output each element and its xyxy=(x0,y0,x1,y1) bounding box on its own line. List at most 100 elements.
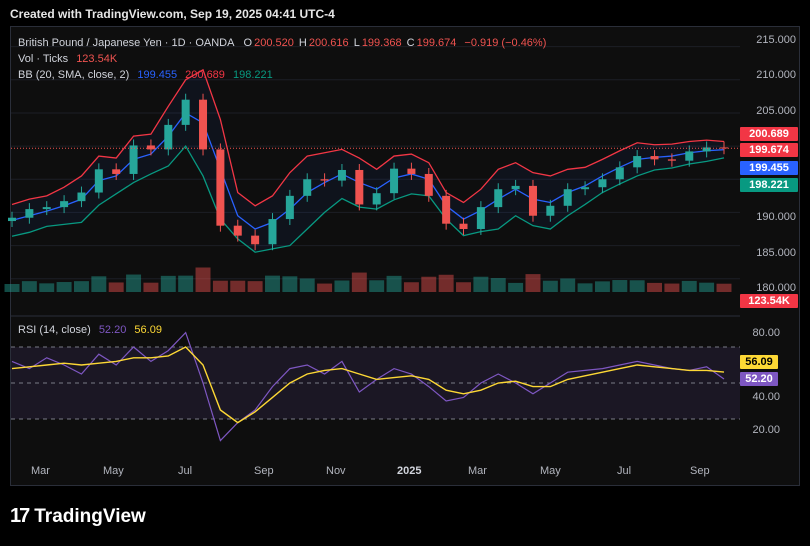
candle-body xyxy=(685,151,694,161)
time-axis-tick: Sep xyxy=(690,465,710,477)
volume-bar xyxy=(681,280,697,292)
legend-bb-lower: 198.221 xyxy=(232,69,273,81)
header-caption: Created with TradingView.com, Sep 19, 20… xyxy=(10,7,335,21)
rsi-axis-tick: 40.00 xyxy=(752,391,780,403)
legend-ohlc: British Pound / Japanese Yen · 1D · OAND… xyxy=(18,37,548,49)
legend-rsi-label: RSI (14, close) xyxy=(18,324,91,336)
volume-bar xyxy=(369,280,385,292)
candle-body xyxy=(476,207,485,229)
volume-bar xyxy=(21,281,37,292)
volume-bar xyxy=(160,275,176,292)
candle-body xyxy=(146,145,155,150)
badge-rsi-value: 52.20 xyxy=(740,372,778,386)
time-axis-tick: May xyxy=(103,465,124,477)
volume-bar xyxy=(594,281,610,292)
volume-bar xyxy=(282,276,298,292)
tradingview-logo-text: TradingView xyxy=(34,505,146,527)
bb-upper-line xyxy=(11,68,725,207)
badge-bb-lower: 198.221 xyxy=(740,178,798,192)
volume-bar xyxy=(265,275,280,292)
candle-body xyxy=(216,149,225,226)
candle-body xyxy=(181,99,190,125)
candle-body xyxy=(60,201,69,208)
volume-bar xyxy=(351,272,367,292)
rsi-ma-line xyxy=(11,346,725,424)
candle-body xyxy=(615,167,624,180)
candle-body xyxy=(42,207,51,210)
volume-bar xyxy=(56,282,72,292)
volume-bar xyxy=(629,280,645,292)
price-axis-tick: 210.000 xyxy=(756,69,796,81)
volume-bar xyxy=(230,280,246,292)
legend-close-label: C xyxy=(406,37,415,49)
volume-bar xyxy=(247,281,263,292)
candle-body xyxy=(164,124,173,150)
volume-bar xyxy=(525,274,541,292)
bb-layer xyxy=(11,68,725,253)
candle-body xyxy=(667,159,676,161)
candle-body xyxy=(77,192,86,202)
legend-rsi-value: 52.20 xyxy=(98,324,127,336)
volume-bar xyxy=(438,274,454,292)
tradingview-logo-icon: 17 xyxy=(10,505,30,527)
volume-bar xyxy=(560,278,576,292)
time-axis-tick: Jul xyxy=(178,465,193,477)
volume-bar xyxy=(716,283,732,292)
candle-body xyxy=(581,187,590,190)
candle-body xyxy=(8,217,16,222)
volume-bar xyxy=(334,280,350,292)
tradingview-logo[interactable]: 17 TradingView xyxy=(10,505,146,528)
candle-body xyxy=(320,179,329,181)
legend-bb-basis: 199.455 xyxy=(137,69,178,81)
volume-bar xyxy=(39,283,55,292)
volume-bar xyxy=(577,283,593,292)
price-axis-tick: 180.000 xyxy=(756,282,796,294)
chart-frame[interactable] xyxy=(10,26,800,486)
volume-bar xyxy=(542,280,558,292)
legend-rsi-ma: 56.09 xyxy=(134,324,162,336)
volume-bar xyxy=(473,276,489,292)
legend-low: 199.368 xyxy=(361,37,402,49)
price-axis-tick: 215.000 xyxy=(756,34,796,46)
volume-bar xyxy=(612,280,628,292)
volume-bar xyxy=(299,278,315,292)
candle-body xyxy=(563,189,572,206)
candle-body xyxy=(268,219,277,245)
candle-body xyxy=(112,169,121,174)
candle-body xyxy=(633,156,642,168)
candle-body xyxy=(511,185,520,190)
volume-bar xyxy=(178,275,194,292)
volume-bar xyxy=(195,267,211,292)
legend-vol-label: Vol · Ticks xyxy=(18,53,69,65)
candle-body xyxy=(129,145,138,174)
candle-body xyxy=(546,205,555,216)
legend-low-label: L xyxy=(353,37,360,49)
legend-bb-label: BB (20, SMA, close, 2) xyxy=(18,69,130,81)
volume-bar xyxy=(73,281,89,292)
candle-body xyxy=(650,156,659,160)
legend-rsi: RSI (14, close) 52.20 56.09 xyxy=(18,324,164,336)
legend-high-label: H xyxy=(298,37,307,49)
price-axis-tick: 205.000 xyxy=(756,105,796,117)
legend-high: 200.616 xyxy=(308,37,349,49)
candle-body xyxy=(251,235,260,245)
volume-bar xyxy=(664,283,680,292)
legend-bb: BB (20, SMA, close, 2) 199.455 200.689 1… xyxy=(18,69,275,81)
candle-body xyxy=(199,99,208,150)
legend-open-label: O xyxy=(243,37,253,49)
volume-bar xyxy=(91,276,107,292)
rsi-layer xyxy=(11,331,740,442)
candle-body xyxy=(442,195,451,224)
volume-bar xyxy=(508,282,524,292)
volume-bar xyxy=(490,278,506,292)
candle-body xyxy=(598,179,607,188)
candle-body xyxy=(494,189,503,208)
legend-volume: Vol · Ticks 123.54K xyxy=(18,53,119,65)
time-axis-tick: Nov xyxy=(326,465,346,477)
legend-bb-upper: 200.689 xyxy=(185,69,225,81)
candle-body xyxy=(407,168,416,174)
volume-bar xyxy=(212,280,228,292)
volume-bar xyxy=(108,282,124,292)
volume-bar xyxy=(421,276,437,292)
